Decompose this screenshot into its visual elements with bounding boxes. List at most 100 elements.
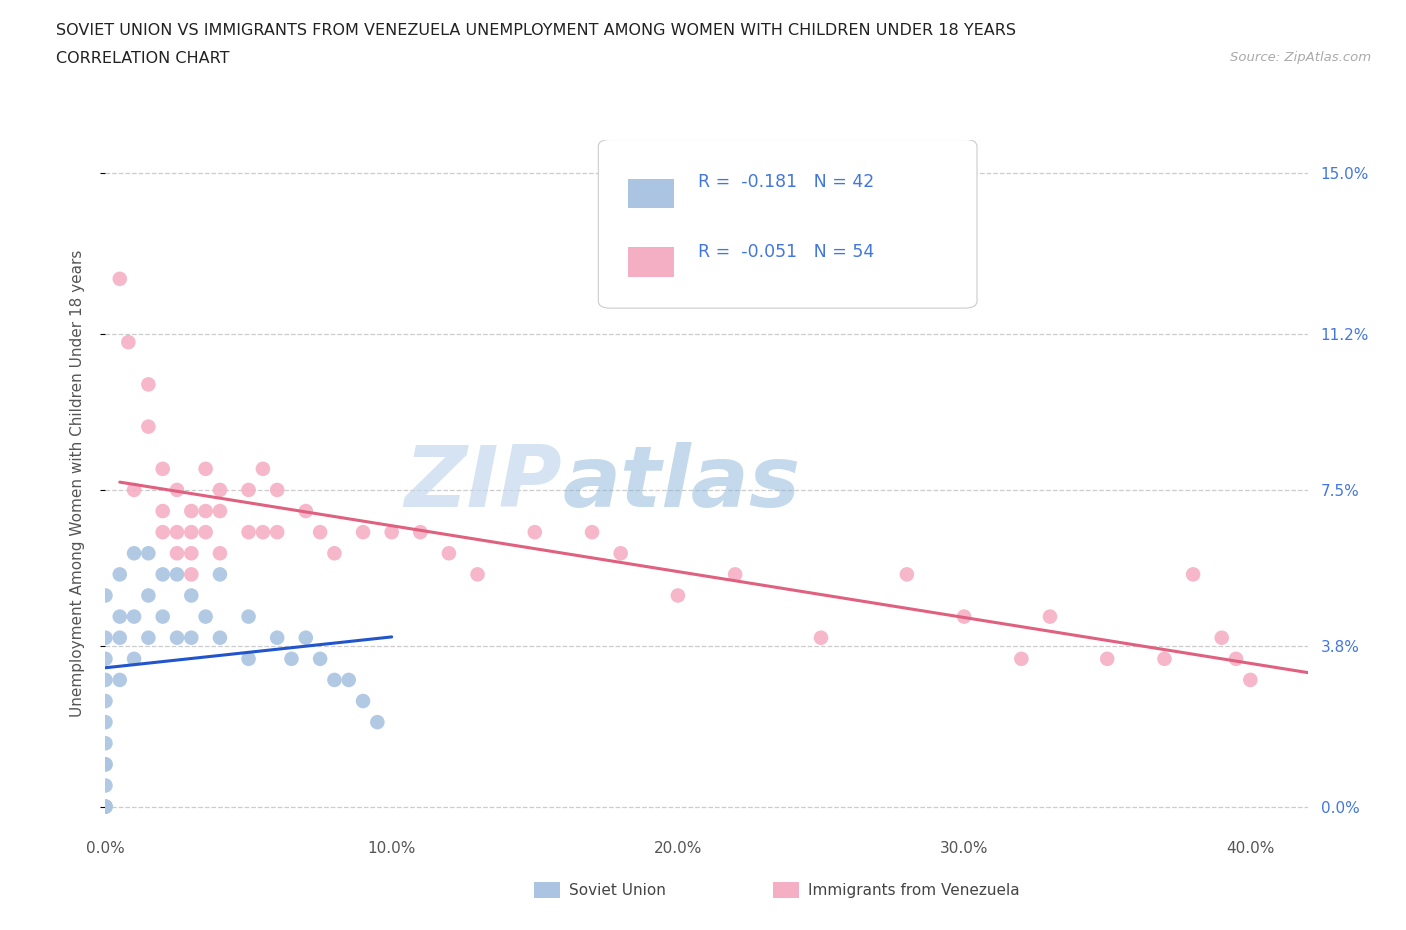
Point — [238, 483, 260, 498]
Point — [953, 609, 976, 624]
Point — [208, 546, 231, 561]
Point — [166, 631, 188, 645]
Text: SOVIET UNION VS IMMIGRANTS FROM VENEZUELA UNEMPLOYMENT AMONG WOMEN WITH CHILDREN: SOVIET UNION VS IMMIGRANTS FROM VENEZUEL… — [56, 23, 1017, 38]
Point — [1039, 609, 1062, 624]
Point — [1010, 651, 1032, 666]
Point — [180, 588, 202, 603]
Point — [1211, 631, 1233, 645]
Point — [1239, 672, 1261, 687]
Point — [94, 799, 117, 814]
Point — [122, 609, 145, 624]
Point — [94, 715, 117, 730]
Point — [194, 609, 217, 624]
Point — [1095, 651, 1118, 666]
Point — [117, 335, 139, 350]
Bar — [628, 179, 673, 208]
Point — [94, 672, 117, 687]
Point — [337, 672, 360, 687]
Point — [108, 272, 131, 286]
Point — [94, 799, 117, 814]
Point — [295, 631, 318, 645]
Point — [523, 525, 546, 539]
Point — [138, 419, 160, 434]
Point — [138, 631, 160, 645]
Point — [724, 567, 747, 582]
Point — [208, 483, 231, 498]
Text: atlas: atlas — [562, 442, 800, 525]
Point — [238, 609, 260, 624]
Point — [238, 651, 260, 666]
Point — [166, 483, 188, 498]
Point — [666, 588, 689, 603]
Point — [366, 715, 388, 730]
Point — [1182, 567, 1205, 582]
Point — [280, 651, 302, 666]
Text: Immigrants from Venezuela: Immigrants from Venezuela — [808, 884, 1021, 898]
Point — [381, 525, 404, 539]
Text: R =  -0.181   N = 42: R = -0.181 N = 42 — [699, 173, 875, 192]
Point — [194, 504, 217, 519]
Point — [437, 546, 460, 561]
Point — [94, 694, 117, 709]
Point — [352, 694, 374, 709]
Point — [1225, 651, 1247, 666]
Point — [323, 546, 346, 561]
Point — [208, 631, 231, 645]
Point — [152, 525, 174, 539]
Point — [810, 631, 832, 645]
Point — [409, 525, 432, 539]
Point — [252, 461, 274, 476]
Y-axis label: Unemployment Among Women with Children Under 18 years: Unemployment Among Women with Children U… — [70, 250, 84, 717]
Point — [295, 504, 318, 519]
Point — [266, 525, 288, 539]
Text: Source: ZipAtlas.com: Source: ZipAtlas.com — [1230, 51, 1371, 64]
Bar — [628, 247, 673, 277]
Point — [266, 631, 288, 645]
Point — [94, 757, 117, 772]
Point — [609, 546, 631, 561]
Point — [467, 567, 489, 582]
Point — [166, 546, 188, 561]
Point — [323, 672, 346, 687]
Point — [309, 651, 332, 666]
Point — [166, 567, 188, 582]
Point — [152, 461, 174, 476]
Point — [180, 525, 202, 539]
Point — [108, 631, 131, 645]
Point — [108, 609, 131, 624]
Point — [208, 567, 231, 582]
Point — [94, 736, 117, 751]
Point — [94, 631, 117, 645]
Point — [180, 504, 202, 519]
Point — [108, 672, 131, 687]
Point — [122, 483, 145, 498]
Point — [180, 567, 202, 582]
Point — [94, 799, 117, 814]
Point — [266, 483, 288, 498]
Point — [138, 546, 160, 561]
Point — [122, 651, 145, 666]
Text: ZIP: ZIP — [405, 442, 562, 525]
Point — [138, 588, 160, 603]
Point — [94, 588, 117, 603]
Point — [238, 525, 260, 539]
FancyBboxPatch shape — [599, 140, 977, 308]
Point — [122, 546, 145, 561]
Text: CORRELATION CHART: CORRELATION CHART — [56, 51, 229, 66]
Point — [352, 525, 374, 539]
Point — [208, 504, 231, 519]
Point — [252, 525, 274, 539]
Point — [1153, 651, 1175, 666]
Point — [896, 567, 918, 582]
Point — [138, 377, 160, 392]
Point — [180, 546, 202, 561]
Point — [166, 525, 188, 539]
Point — [194, 525, 217, 539]
Point — [108, 567, 131, 582]
Point — [152, 609, 174, 624]
Point — [152, 504, 174, 519]
Point — [581, 525, 603, 539]
Point — [180, 631, 202, 645]
Point — [309, 525, 332, 539]
Point — [152, 567, 174, 582]
